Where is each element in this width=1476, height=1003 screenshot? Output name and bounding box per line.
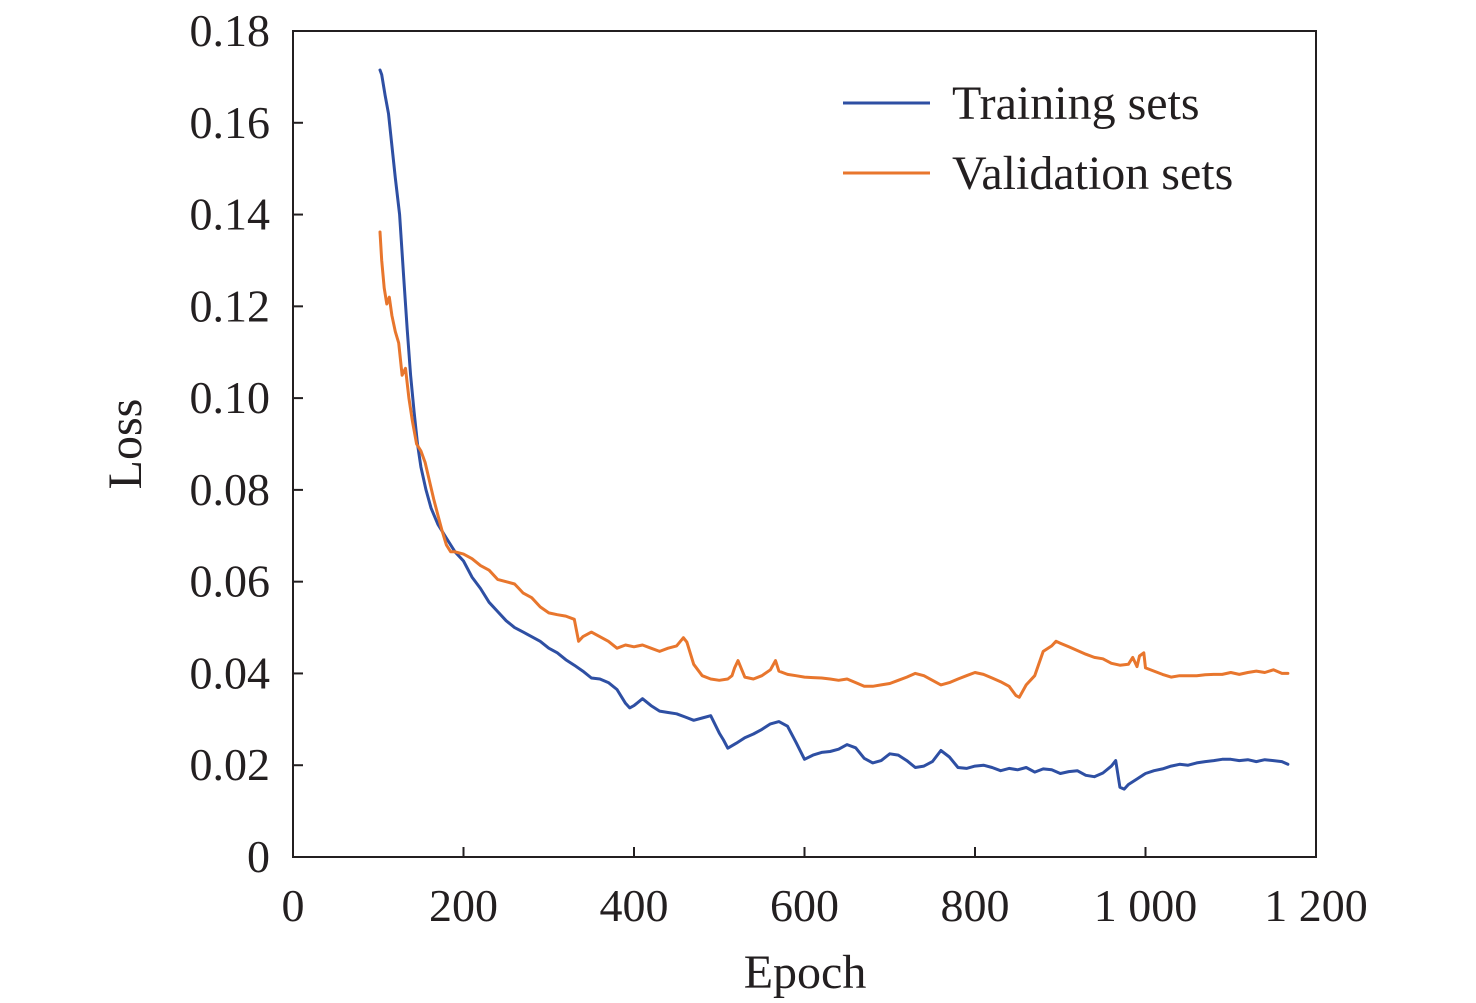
x-axis-ticks: 0 200 400 600 800 1 000 1 200 — [282, 847, 1368, 931]
y-tick-label: 0.02 — [190, 739, 271, 790]
y-tick-label: 0.10 — [190, 372, 271, 423]
legend-label-training: Training sets — [952, 77, 1200, 130]
x-tick-label: 0 — [282, 880, 305, 931]
y-axis-ticks: 0 0.02 0.04 0.06 0.08 0.10 0.12 0.14 0.16 0.18 — [190, 5, 303, 882]
series-layer — [378, 68, 1290, 791]
y-tick-label: 0.14 — [190, 189, 271, 240]
y-tick-label: 0.04 — [190, 647, 271, 698]
validation-sets-line — [378, 230, 1290, 699]
y-tick-label: 0.06 — [190, 556, 271, 607]
training-sets-line — [378, 68, 1290, 791]
x-tick-label: 600 — [770, 880, 839, 931]
y-tick-label: 0.18 — [190, 5, 271, 56]
x-tick-label: 200 — [429, 880, 498, 931]
x-tick-label: 800 — [941, 880, 1010, 931]
x-tick-label: 1 000 — [1094, 880, 1198, 931]
y-tick-label: 0 — [247, 831, 270, 882]
x-tick-label: 1 200 — [1264, 880, 1368, 931]
y-tick-label: 0.08 — [190, 464, 271, 515]
y-tick-label: 0.16 — [190, 97, 271, 148]
y-tick-label: 0.12 — [190, 280, 271, 331]
x-axis-title: Epoch — [744, 946, 867, 999]
y-axis-title: Loss — [99, 399, 152, 490]
legend: Training sets Validation sets — [843, 77, 1233, 200]
legend-label-validation: Validation sets — [952, 147, 1233, 200]
x-tick-label: 400 — [600, 880, 669, 931]
